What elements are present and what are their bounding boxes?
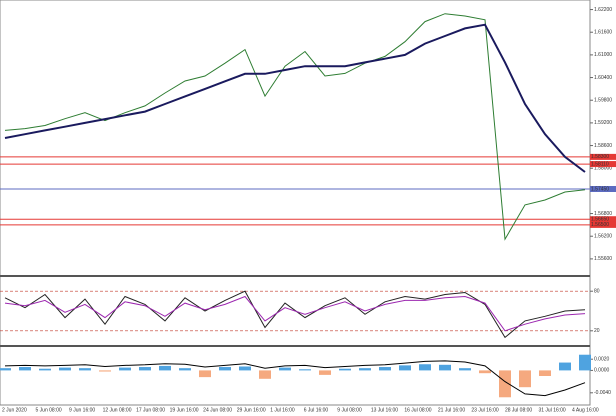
x-tick-label: 9 Jun 16:00 bbox=[69, 407, 95, 413]
level-tag bbox=[590, 216, 616, 223]
series-line bbox=[4, 295, 586, 332]
level-tag bbox=[590, 221, 616, 228]
bar bbox=[259, 370, 271, 379]
y-tick-label: 1.58600 bbox=[594, 143, 612, 149]
bar bbox=[479, 370, 491, 374]
y-tick-label: 1.60400 bbox=[594, 75, 612, 81]
x-tick-label: 12 Jun 08:00 bbox=[103, 407, 132, 413]
y-tick-label: 1.61600 bbox=[594, 30, 612, 36]
bar bbox=[119, 367, 131, 371]
bar bbox=[579, 354, 591, 371]
x-tick-label: 29 Jun 16:00 bbox=[237, 407, 266, 413]
level-label: 1.56500 bbox=[591, 222, 609, 228]
x-tick-label: 23 Jul 16:00 bbox=[471, 407, 498, 413]
series-line bbox=[4, 23, 586, 173]
y-tick-label: 0.0000 bbox=[594, 368, 610, 374]
y-tick-label: 1.62200 bbox=[594, 7, 612, 13]
bar bbox=[559, 362, 571, 371]
bar bbox=[279, 367, 291, 371]
y-tick-label: 1.56800 bbox=[594, 211, 612, 217]
x-tick-label: 31 Jul 16:00 bbox=[538, 407, 565, 413]
bar bbox=[379, 367, 391, 371]
bar bbox=[19, 367, 31, 371]
bar bbox=[539, 370, 551, 376]
bar bbox=[199, 370, 211, 378]
y-tick-label: 1.59200 bbox=[594, 120, 612, 126]
bar bbox=[99, 370, 111, 372]
bar bbox=[519, 370, 531, 388]
x-tick-label: 1 Jul 16:00 bbox=[270, 407, 295, 413]
y-tick-label: 1.56200 bbox=[594, 234, 612, 240]
x-tick-label: 17 Jun 08:00 bbox=[136, 407, 165, 413]
x-tick-label: 4 Aug 16:00 bbox=[572, 407, 599, 413]
y-tick-label: 80 bbox=[594, 289, 600, 295]
x-tick-label: 19 Jun 16:00 bbox=[170, 407, 199, 413]
bar bbox=[359, 368, 371, 371]
x-tick-label: 24 Jun 08:00 bbox=[203, 407, 232, 413]
y-tick-label: 1.59800 bbox=[594, 98, 612, 104]
bar bbox=[299, 369, 311, 371]
bar bbox=[459, 368, 471, 371]
x-tick-label: 2 Jun 2020 bbox=[2, 407, 27, 413]
bar bbox=[239, 366, 251, 371]
x-tick-label: 5 Jun 08:00 bbox=[36, 407, 62, 413]
x-tick-label: 16 Jul 08:00 bbox=[404, 407, 431, 413]
bar bbox=[399, 365, 411, 371]
series-line bbox=[4, 290, 586, 339]
level-tag bbox=[590, 161, 616, 168]
y-tick-label: -0.0040 bbox=[594, 390, 611, 396]
x-tick-label: 21 Jul 16:00 bbox=[438, 407, 465, 413]
bar bbox=[79, 368, 91, 371]
series-line bbox=[4, 360, 586, 397]
level-tag bbox=[590, 186, 616, 192]
bar bbox=[159, 365, 171, 371]
x-tick-label: 13 Jul 16:00 bbox=[371, 407, 398, 413]
x-tick-label: 28 Jul 08:00 bbox=[505, 407, 532, 413]
bar bbox=[219, 367, 231, 371]
bar bbox=[0, 368, 11, 371]
bar bbox=[339, 368, 351, 371]
bar bbox=[139, 367, 151, 371]
y-tick-label: 20 bbox=[594, 328, 600, 334]
level-tag bbox=[590, 153, 616, 160]
bar bbox=[499, 370, 511, 398]
level-label: 1.58110 bbox=[591, 161, 609, 167]
y-tick-label: 1.61000 bbox=[594, 52, 612, 58]
bar bbox=[39, 368, 51, 371]
bar bbox=[319, 370, 331, 375]
y-tick-label: 1.55600 bbox=[594, 256, 612, 262]
y-tick-label: 0.0020 bbox=[594, 357, 610, 363]
x-tick-label: 9 Jul 08:00 bbox=[337, 407, 362, 413]
level-label: 1.57450 bbox=[591, 186, 609, 192]
level-label: 1.58300 bbox=[591, 154, 609, 160]
y-tick-label: 1.58000 bbox=[594, 166, 612, 172]
bar bbox=[419, 364, 431, 371]
level-label: 1.56650 bbox=[591, 217, 609, 223]
bar bbox=[59, 367, 71, 371]
x-tick-label: 6 Jul 16:00 bbox=[304, 407, 329, 413]
bar bbox=[179, 368, 191, 371]
bar bbox=[439, 364, 451, 371]
